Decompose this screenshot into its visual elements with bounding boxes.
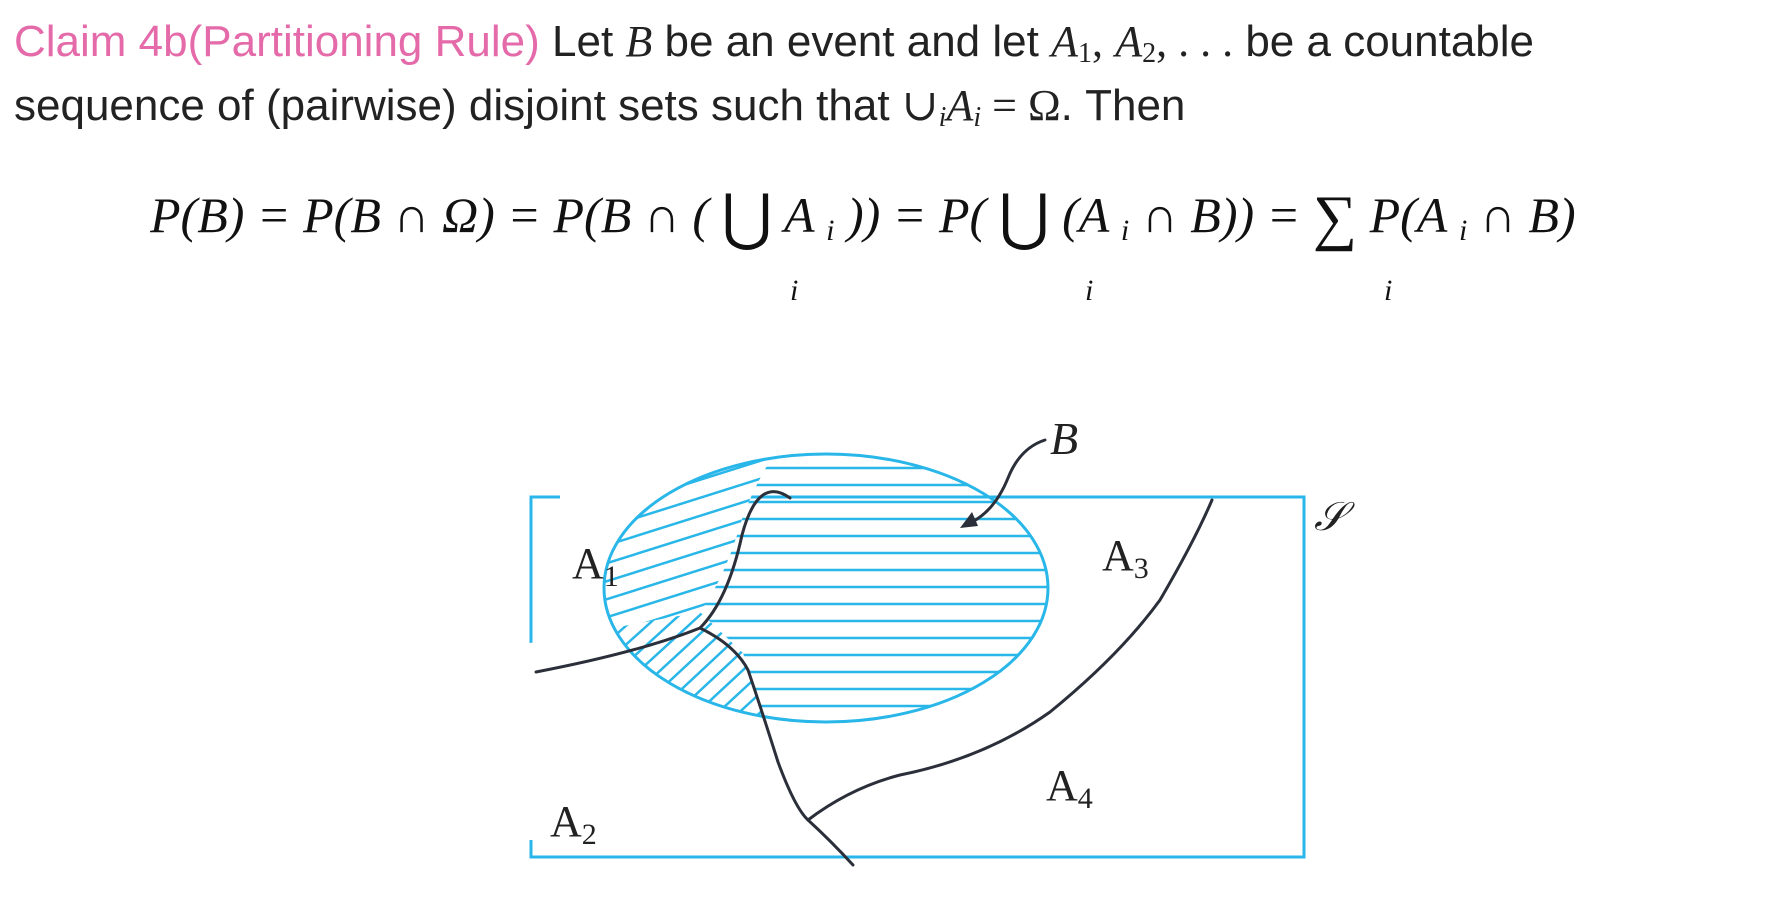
subscript: 1 xyxy=(1077,38,1092,69)
region-label-a2: A2 xyxy=(550,797,597,851)
union-index: i xyxy=(790,274,798,300)
set-symbol: A xyxy=(946,81,974,130)
subscript: 2 xyxy=(1142,38,1157,69)
sum-index: i xyxy=(1384,274,1392,300)
event-b-label: B xyxy=(1050,413,1078,464)
claim-text: be an event and let xyxy=(664,17,1039,66)
partition-equation: P(B) = P(B ∩ Ω) = P(B ∩ ( ⋃ A i )) = P( … xyxy=(150,190,1576,300)
equation-text: P(B) = P(B ∩ Ω) = P(B ∩ ( xyxy=(150,190,712,243)
event-b-pointer-arrowhead xyxy=(960,512,978,528)
sample-space-label: 𝒮 xyxy=(1314,494,1355,539)
event-b-ellipse xyxy=(602,452,1050,724)
equation-text: ∩ B) xyxy=(1480,190,1576,243)
event-symbol: B xyxy=(625,17,653,66)
union-symbol: ∪ xyxy=(901,81,939,130)
equation-big-sum: ∑ xyxy=(1313,190,1357,252)
comma: , xyxy=(1091,17,1103,66)
event-b-pointer-curve xyxy=(970,438,1047,524)
equation-subscript: i xyxy=(826,214,834,247)
equation-text: A xyxy=(781,190,815,243)
equation-text: P(A xyxy=(1369,190,1448,243)
equation-text: ∩ B)) = xyxy=(1142,190,1313,243)
equation-subscript: i xyxy=(1459,214,1467,247)
region-label-a4: A4 xyxy=(1046,761,1093,815)
region-a4-slanted-hatching xyxy=(790,712,1060,840)
claim-text: . Then xyxy=(1060,81,1186,130)
partition-boundary-a2-right xyxy=(698,626,855,867)
ellipsis: , . . . xyxy=(1156,17,1234,66)
set-symbol: A xyxy=(1051,17,1078,66)
subscript: i xyxy=(973,102,982,133)
partition-boundary-a3-a4 xyxy=(806,498,1214,822)
claim-text: Let xyxy=(552,17,614,66)
equation-big-union: ⋃ xyxy=(999,190,1050,252)
equals: = xyxy=(981,81,1028,130)
svg-text:P(B) = P(B ∩ Ω) = P(B ∩ (: P(B) = P(B ∩ Ω) = P(B ∩ ( ⋃ A i )) = P( … xyxy=(150,190,1576,252)
region-label-a1: A1 xyxy=(572,539,619,593)
claim-text: sequence of (pairwise) disjoint sets suc… xyxy=(14,81,890,130)
equation-text: (A xyxy=(1062,190,1110,243)
partition-boundary-a1-a2 xyxy=(534,626,702,674)
equation-big-union: ⋃ xyxy=(722,190,773,252)
equation-text: )) = P( xyxy=(844,190,990,243)
claim-heading: Claim 4b(Partitioning Rule) xyxy=(14,17,540,66)
set-symbol: A xyxy=(1115,17,1143,66)
claim-text: be a countable xyxy=(1245,17,1535,66)
equation-subscript: i xyxy=(1121,214,1129,247)
omega-symbol: Ω xyxy=(1027,81,1061,130)
claim-paragraph: Claim 4b(Partitioning Rule) Let B be an … xyxy=(14,10,1779,138)
region-label-a3: A3 xyxy=(1102,531,1149,585)
union-index: i xyxy=(1085,274,1093,300)
partition-boundary-a1-right xyxy=(698,490,792,630)
subscript: i xyxy=(938,102,947,133)
